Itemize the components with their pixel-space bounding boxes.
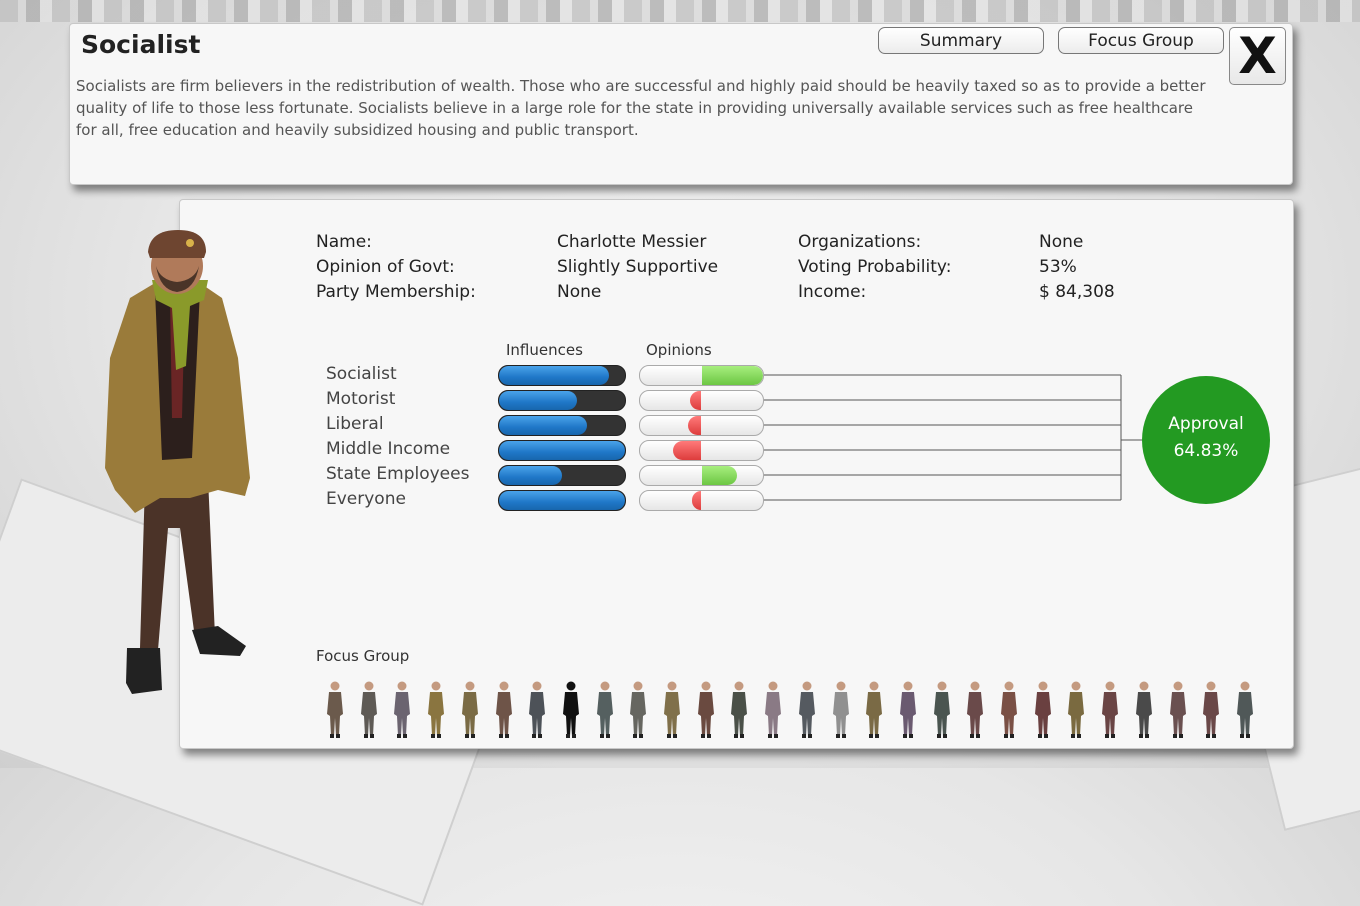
group-label[interactable]: Socialist <box>326 364 397 384</box>
focus-group-member[interactable] <box>965 680 985 740</box>
focus-group-member[interactable] <box>494 680 514 740</box>
focus-group-button[interactable]: Focus Group <box>1058 27 1224 54</box>
opinion-bar <box>639 490 764 511</box>
focus-group-member[interactable] <box>1100 680 1120 740</box>
organizations-label: Organizations: <box>798 232 922 252</box>
focus-group-member[interactable] <box>831 680 851 740</box>
opinion-of-govt-label: Opinion of Govt: <box>316 257 455 277</box>
influence-bar <box>498 415 626 436</box>
focus-group-member[interactable] <box>999 680 1019 740</box>
focus-group-member[interactable] <box>460 680 480 740</box>
focus-group-member[interactable] <box>898 680 918 740</box>
focus-group-member[interactable] <box>628 680 648 740</box>
approval-label: Approval <box>1168 414 1244 434</box>
focus-group-member[interactable] <box>729 680 749 740</box>
influence-bar <box>498 490 626 511</box>
opinion-of-govt-value: Slightly Supportive <box>557 257 719 277</box>
focus-group-member[interactable] <box>662 680 682 740</box>
influence-bar <box>498 465 626 486</box>
opinion-bar-fill <box>690 391 702 410</box>
focus-group-member[interactable] <box>1134 680 1154 740</box>
focus-group-member[interactable] <box>595 680 615 740</box>
group-label[interactable]: Motorist <box>326 389 396 409</box>
name-value: Charlotte Messier <box>557 232 707 252</box>
close-button[interactable]: X <box>1229 27 1286 85</box>
focus-group-member[interactable] <box>561 680 581 740</box>
opinion-bar <box>639 365 764 386</box>
influences-header: Influences <box>506 341 583 359</box>
name-label: Name: <box>316 232 372 252</box>
focus-group-member[interactable] <box>1033 680 1053 740</box>
voter-panel: Name: Charlotte Messier Opinion of Govt:… <box>179 199 1294 749</box>
influence-bar <box>498 365 626 386</box>
opinions-header: Opinions <box>646 341 712 359</box>
focus-group-member[interactable] <box>325 680 345 740</box>
party-membership-label: Party Membership: <box>316 282 476 302</box>
group-label[interactable]: Middle Income <box>326 439 451 459</box>
influence-bar-fill <box>499 491 625 510</box>
focus-group-member[interactable] <box>932 680 952 740</box>
organizations-value: None <box>1039 232 1084 252</box>
opinion-bar <box>639 415 764 436</box>
focus-group-title: Focus Group <box>316 647 410 665</box>
opinion-bar <box>639 390 764 411</box>
group-description: Socialists are firm believers in the red… <box>76 77 1206 139</box>
influence-bar-fill <box>499 466 562 485</box>
opinion-bar-fill <box>701 466 738 485</box>
voting-probability-value: 53% <box>1039 257 1077 277</box>
influence-bar-fill <box>499 366 609 385</box>
focus-group-member[interactable] <box>426 680 446 740</box>
opinion-bar <box>639 440 764 461</box>
influence-bar <box>498 390 626 411</box>
influence-bar-fill <box>499 416 588 435</box>
focus-group-member[interactable] <box>696 680 716 740</box>
income-value: $ 84,308 <box>1039 282 1115 302</box>
description-panel: Socialist Socialists are firm believers … <box>69 23 1293 185</box>
party-membership-value: None <box>557 282 602 302</box>
approval-value: 64.83% <box>1173 441 1239 461</box>
summary-button[interactable]: Summary <box>878 27 1044 54</box>
focus-group-row <box>325 680 1265 740</box>
opinion-bar-fill <box>687 416 702 435</box>
focus-group-member[interactable] <box>527 680 547 740</box>
opinion-bar-fill <box>701 366 763 385</box>
influence-bar-fill <box>499 391 578 410</box>
voting-probability-label: Voting Probability: <box>798 257 952 277</box>
focus-group-member[interactable] <box>864 680 884 740</box>
focus-group-member[interactable] <box>763 680 783 740</box>
opinion-bar-fill <box>691 491 702 510</box>
focus-group-member[interactable] <box>1201 680 1221 740</box>
influence-bar <box>498 440 626 461</box>
opinion-bar <box>639 465 764 486</box>
focus-group-member[interactable] <box>359 680 379 740</box>
income-label: Income: <box>798 282 867 302</box>
focus-group-member[interactable] <box>1168 680 1188 740</box>
group-label[interactable]: State Employees <box>326 464 470 484</box>
focus-group-member[interactable] <box>797 680 817 740</box>
group-label[interactable]: Everyone <box>326 489 406 509</box>
group-label[interactable]: Liberal <box>326 414 384 434</box>
focus-group-member[interactable] <box>392 680 412 740</box>
voter-portrait <box>105 230 250 694</box>
connector-lines <box>764 374 1142 501</box>
opinion-bar-fill <box>673 441 702 460</box>
focus-group-member[interactable] <box>1066 680 1086 740</box>
focus-group-member[interactable] <box>1235 680 1255 740</box>
background-skyline <box>0 0 1360 22</box>
influence-bar-fill <box>499 441 625 460</box>
page-title: Socialist <box>81 30 201 59</box>
approval-badge: Approval 64.83% <box>1142 376 1270 504</box>
